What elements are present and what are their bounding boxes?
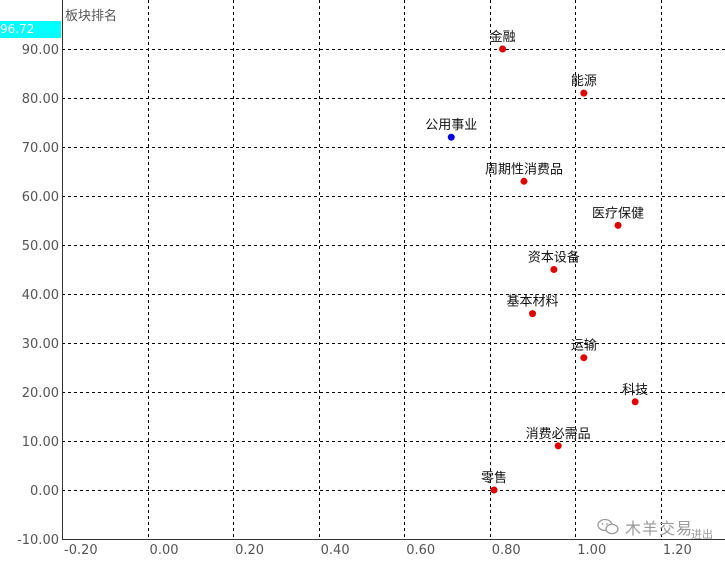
- x-tick-label: 1.20: [663, 543, 692, 557]
- y-tick-label: 80.00: [22, 92, 59, 107]
- point-label: 周期性消费品: [485, 162, 563, 177]
- data-point: [447, 133, 455, 141]
- data-point: [631, 398, 639, 406]
- point-label: 科技: [622, 383, 648, 398]
- y-tick-label: 30.00: [22, 337, 59, 352]
- y-tick-label: 50.00: [22, 239, 59, 254]
- x-tick-label: 0.40: [321, 543, 350, 557]
- data-point: [550, 266, 558, 273]
- panel-title: 板块排名: [65, 9, 118, 24]
- x-tick-label: 1.00: [577, 543, 606, 557]
- data-point: [529, 310, 537, 318]
- y-tick-label: -10.00: [17, 533, 59, 548]
- y-tick-label: 0.00: [30, 484, 59, 499]
- watermark: 木羊交易 进出: [597, 512, 713, 542]
- watermark-text: 木羊交易: [625, 519, 694, 538]
- data-point: [580, 89, 588, 97]
- point-label: 公用事业: [425, 118, 477, 133]
- cursor-value-box: 96.72: [0, 21, 61, 38]
- data-point: [554, 442, 562, 450]
- point-label: 运输: [571, 338, 597, 354]
- x-tick-label: 0.80: [492, 543, 521, 557]
- y-tick-label: 20.00: [22, 386, 59, 401]
- point-label: 资本设备: [528, 250, 580, 266]
- x-tick-label: 0.60: [406, 543, 435, 557]
- watermark-sub: 进出: [691, 528, 714, 541]
- point-label: 能源: [571, 74, 597, 89]
- point-label: 医疗保健: [592, 206, 644, 221]
- data-point: [490, 486, 498, 494]
- y-tick-label: 90.00: [22, 43, 59, 58]
- x-tick-label: 0.20: [235, 543, 264, 557]
- data-point: [614, 221, 622, 229]
- data-point: [499, 45, 507, 53]
- y-tick-label: 60.00: [22, 190, 59, 205]
- point-label: 基本材料: [507, 295, 559, 310]
- wechat-icon: [597, 518, 619, 535]
- x-tick-label: 0.00: [150, 543, 179, 557]
- point-label: 金融: [490, 29, 516, 45]
- data-point: [580, 354, 588, 362]
- y-tick-label: 10.00: [22, 435, 59, 450]
- y-tick-label: 40.00: [22, 288, 59, 303]
- x-tick-label: -0.20: [64, 543, 98, 557]
- y-tick-label: 70.00: [22, 141, 59, 156]
- data-point: [520, 177, 528, 185]
- point-label: 消费必需品: [526, 427, 591, 442]
- point-label: 零售: [481, 470, 507, 486]
